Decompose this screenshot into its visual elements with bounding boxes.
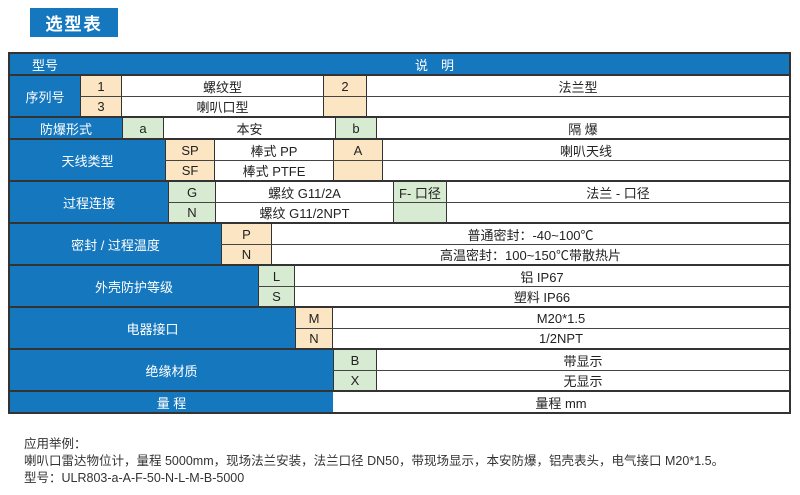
- desc-cell: 螺纹 G11/2A: [216, 182, 393, 202]
- code-cell: A: [333, 140, 383, 160]
- code-cell: b: [335, 118, 377, 138]
- example-title: 应用举例：: [24, 437, 87, 451]
- group-process-connection: 过程连接 G 螺纹 G11/2A F- 口径 法兰 - 口径 N 螺纹 G11/…: [10, 182, 789, 224]
- group-label: 绝缘材质: [10, 350, 333, 390]
- desc-cell: 法兰 - 口径: [447, 182, 789, 202]
- code-cell: L: [258, 266, 295, 286]
- code-cell: [323, 97, 367, 116]
- desc-cell: 螺纹型: [122, 76, 323, 96]
- table-row: N 高温密封：100~150℃带散热片: [221, 244, 789, 264]
- code-cell: S: [258, 287, 295, 306]
- table-row: SP 棒式 PP A 喇叭天线: [165, 140, 789, 160]
- code-cell: N: [221, 245, 272, 264]
- desc-cell: 高温密封：100~150℃带散热片: [272, 245, 789, 264]
- table-row: 1 螺纹型 2 法兰型: [80, 76, 789, 96]
- desc-cell: 棒式 PP: [215, 140, 333, 160]
- desc-cell: 本安: [164, 118, 335, 138]
- example-text: 喇叭口雷达物位计，量程 5000mm，现场法兰安装，法兰口径 DN50，带现场显…: [24, 454, 725, 468]
- group-insulation-material: 绝缘材质 B 带显示 X 无显示: [10, 350, 789, 392]
- group-serial: 序列号 1 螺纹型 2 法兰型 3 喇叭口型: [10, 76, 789, 118]
- group-seal-temperature: 密封 / 过程温度 P 普通密封：-40~100℃ N 高温密封：100~150…: [10, 224, 789, 266]
- group-label: 天线类型: [10, 140, 165, 180]
- group-explosion-proof: 防爆形式 a 本安 b 隔 爆: [10, 118, 789, 140]
- table-row: P 普通密封：-40~100℃: [221, 224, 789, 244]
- group-label: 密封 / 过程温度: [10, 224, 221, 264]
- desc-cell: 喇叭天线: [383, 140, 789, 160]
- desc-cell: [367, 97, 789, 116]
- group-antenna-type: 天线类型 SP 棒式 PP A 喇叭天线 SF 棒式 PTFE: [10, 140, 789, 182]
- desc-cell: 塑料 IP66: [295, 287, 789, 306]
- desc-cell: 普通密封：-40~100℃: [272, 224, 789, 244]
- header-desc-label: 说 明: [80, 54, 789, 74]
- code-cell: X: [333, 371, 377, 390]
- group-label: 外壳防护等级: [10, 266, 258, 306]
- desc-cell: 量程 mm: [333, 392, 789, 412]
- table-row: 量程 mm: [333, 392, 789, 412]
- group-electrical-interface: 电器接口 M M20*1.5 N 1/2NPT: [10, 308, 789, 350]
- table-row: B 带显示: [333, 350, 789, 370]
- desc-cell: 隔 爆: [377, 118, 789, 138]
- desc-cell: 螺纹 G11/2NPT: [216, 203, 393, 222]
- desc-cell: 棒式 PTFE: [215, 161, 333, 180]
- example-model-code: 型号：ULR803-a-A-F-50-N-L-M-B-5000: [24, 471, 245, 485]
- code-cell: 3: [80, 97, 122, 116]
- code-cell: [393, 203, 447, 222]
- code-cell: a: [122, 118, 164, 138]
- group-label: 过程连接: [10, 182, 168, 222]
- desc-cell: [447, 203, 789, 222]
- selection-table: 型号 说 明 序列号 1 螺纹型 2 法兰型 3 喇叭口型 防爆形式 a: [8, 52, 791, 414]
- code-cell: G: [168, 182, 216, 202]
- page-title: 选型表: [30, 8, 118, 37]
- table-row: S 塑料 IP66: [258, 286, 789, 306]
- code-cell: 2: [323, 76, 367, 96]
- table-row: X 无显示: [333, 370, 789, 390]
- table-row: G 螺纹 G11/2A F- 口径 法兰 - 口径: [168, 182, 789, 202]
- table-header-row: 型号 说 明: [10, 54, 789, 76]
- desc-cell: 法兰型: [367, 76, 789, 96]
- code-cell: F- 口径: [393, 182, 447, 202]
- desc-cell: 带显示: [377, 350, 789, 370]
- table-row: 3 喇叭口型: [80, 96, 789, 116]
- table-row: N 螺纹 G11/2NPT: [168, 202, 789, 222]
- group-label: 防爆形式: [10, 118, 122, 138]
- group-label: 电器接口: [10, 308, 295, 348]
- code-cell: [333, 161, 383, 180]
- code-cell: SP: [165, 140, 215, 160]
- table-row: L 铝 IP67: [258, 266, 789, 286]
- desc-cell: 无显示: [377, 371, 789, 390]
- header-model-label: 型号: [10, 54, 80, 74]
- code-cell: 1: [80, 76, 122, 96]
- code-cell: B: [333, 350, 377, 370]
- table-row: a 本安 b 隔 爆: [122, 118, 789, 138]
- desc-cell: [383, 161, 789, 180]
- desc-cell: 1/2NPT: [333, 329, 789, 348]
- code-cell: N: [168, 203, 216, 222]
- group-range: 量 程 量程 mm: [10, 392, 789, 412]
- group-label: 序列号: [10, 76, 80, 116]
- application-example: 应用举例： 喇叭口雷达物位计，量程 5000mm，现场法兰安装，法兰口径 DN5…: [24, 436, 724, 487]
- desc-cell: 铝 IP67: [295, 266, 789, 286]
- code-cell: SF: [165, 161, 215, 180]
- code-cell: M: [295, 308, 333, 328]
- table-row: SF 棒式 PTFE: [165, 160, 789, 180]
- table-row: M M20*1.5: [295, 308, 789, 328]
- desc-cell: 喇叭口型: [122, 97, 323, 116]
- group-housing-protection: 外壳防护等级 L 铝 IP67 S 塑料 IP66: [10, 266, 789, 308]
- group-label: 量 程: [10, 392, 333, 412]
- desc-cell: M20*1.5: [333, 308, 789, 328]
- code-cell: N: [295, 329, 333, 348]
- code-cell: P: [221, 224, 272, 244]
- table-row: N 1/2NPT: [295, 328, 789, 348]
